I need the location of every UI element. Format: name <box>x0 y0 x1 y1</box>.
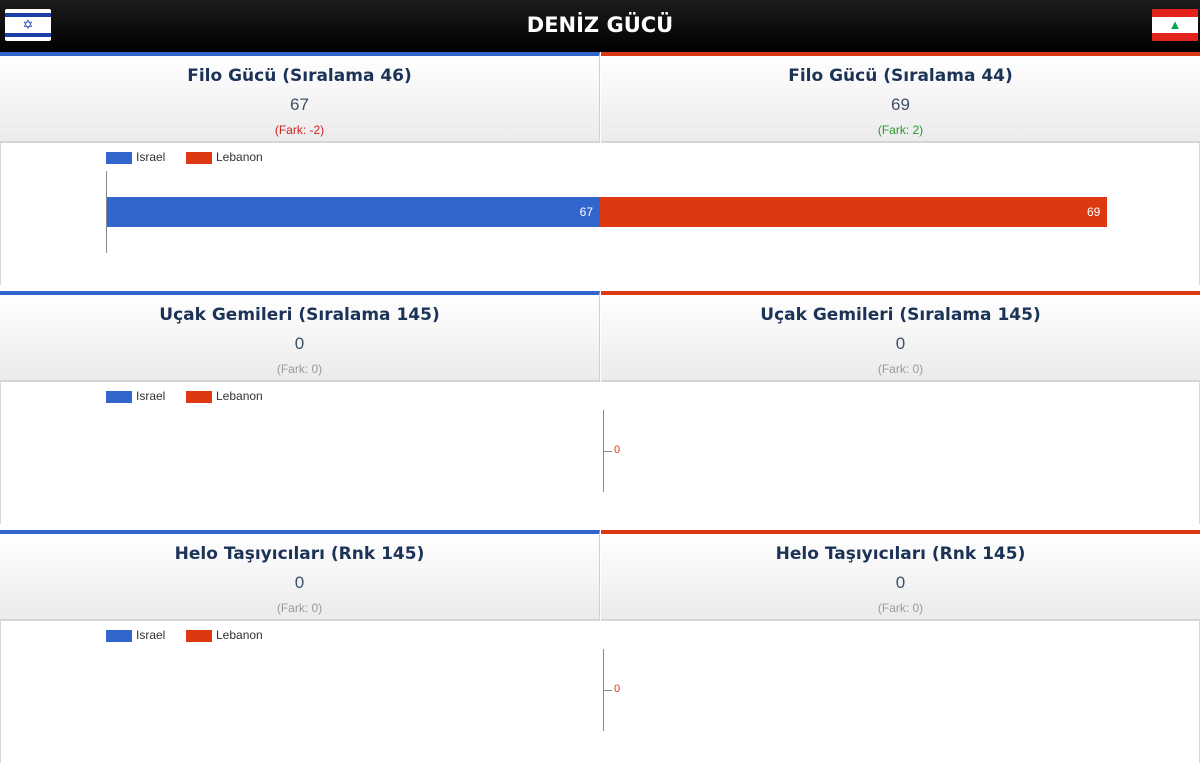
bar-lebanon[interactable] <box>599 197 1107 227</box>
lebanon-stat-box: Helo Taşıyıcıları (Rnk 145) 0 (Fark: 0) <box>601 530 1200 621</box>
stat-value: 67 <box>290 95 309 114</box>
stat-diff: (Fark: 0) <box>276 601 323 615</box>
zero-tick <box>604 690 612 691</box>
israel-stat-box: Filo Gücü (Sıralama 46) 67 (Fark: -2) <box>0 52 600 143</box>
legend-swatch-israel[interactable] <box>106 391 132 403</box>
israel-flag-icon: ✡ <box>5 9 51 41</box>
stat-value: 0 <box>294 334 305 353</box>
bar-label-lebanon: 69 <box>1087 205 1101 219</box>
axis-line <box>603 649 604 731</box>
header-bar <box>0 0 1200 52</box>
aircraft-carriers-section: Uçak Gemileri (Sıralama 145) 0 (Fark: 0)… <box>0 291 1200 529</box>
legend-label-israel[interactable]: Israel <box>136 628 166 642</box>
fleet-strength-section: Filo Gücü (Sıralama 46) 67 (Fark: -2) Fi… <box>0 52 1200 290</box>
bar-israel[interactable] <box>107 197 600 227</box>
axis-line <box>106 171 107 253</box>
israel-stat-box: Helo Taşıyıcıları (Rnk 145) 0 (Fark: 0) <box>0 530 600 621</box>
stat-diff: (Fark: 2) <box>877 123 924 137</box>
zero-tick <box>604 451 612 452</box>
legend-label-israel[interactable]: Israel <box>136 389 166 403</box>
lebanon-stat-box: Filo Gücü (Sıralama 44) 69 (Fark: 2) <box>601 52 1200 143</box>
legend-swatch-lebanon[interactable] <box>186 630 212 642</box>
stat-title: Helo Taşıyıcıları (Rnk 145) <box>775 544 1026 564</box>
zero-value-label: 0 <box>614 683 621 695</box>
chart: Israel Lebanon 0 <box>0 382 1200 524</box>
legend-label-israel[interactable]: Israel <box>136 150 166 164</box>
lebanon-stat-box: Uçak Gemileri (Sıralama 145) 0 (Fark: 0) <box>601 291 1200 382</box>
legend-swatch-lebanon[interactable] <box>186 391 212 403</box>
stat-value: 0 <box>895 573 906 592</box>
lebanon-flag-icon: ▲ <box>1152 9 1198 41</box>
stat-diff: (Fark: -2) <box>274 123 325 137</box>
stat-title: Filo Gücü (Sıralama 44) <box>788 66 1013 86</box>
stat-value: 0 <box>895 334 906 353</box>
legend-label-lebanon[interactable]: Lebanon <box>216 389 263 403</box>
legend-label-lebanon[interactable]: Lebanon <box>216 150 263 164</box>
legend-swatch-lebanon[interactable] <box>186 152 212 164</box>
legend-swatch-israel[interactable] <box>106 152 132 164</box>
stat-value: 0 <box>294 573 305 592</box>
bar-label-israel: 67 <box>579 205 593 219</box>
chart: Israel Lebanon 67 69 <box>0 143 1200 285</box>
legend-label-lebanon[interactable]: Lebanon <box>216 628 263 642</box>
stat-title: Helo Taşıyıcıları (Rnk 145) <box>174 544 425 564</box>
stat-title: Uçak Gemileri (Sıralama 145) <box>760 305 1041 325</box>
stat-value: 69 <box>891 95 910 114</box>
stat-title: Uçak Gemileri (Sıralama 145) <box>159 305 440 325</box>
stat-diff: (Fark: 0) <box>877 362 924 376</box>
chart: Israel Lebanon 0 <box>0 621 1200 763</box>
stat-diff: (Fark: 0) <box>877 601 924 615</box>
stat-diff: (Fark: 0) <box>276 362 323 376</box>
zero-value-label: 0 <box>614 444 621 456</box>
stat-title: Filo Gücü (Sıralama 46) <box>187 66 412 86</box>
israel-stat-box: Uçak Gemileri (Sıralama 145) 0 (Fark: 0) <box>0 291 600 382</box>
legend-swatch-israel[interactable] <box>106 630 132 642</box>
axis-line <box>603 410 604 492</box>
helo-carriers-section: Helo Taşıyıcıları (Rnk 145) 0 (Fark: 0) … <box>0 530 1200 763</box>
page-title: DENİZ GÜCÜ <box>526 13 674 37</box>
